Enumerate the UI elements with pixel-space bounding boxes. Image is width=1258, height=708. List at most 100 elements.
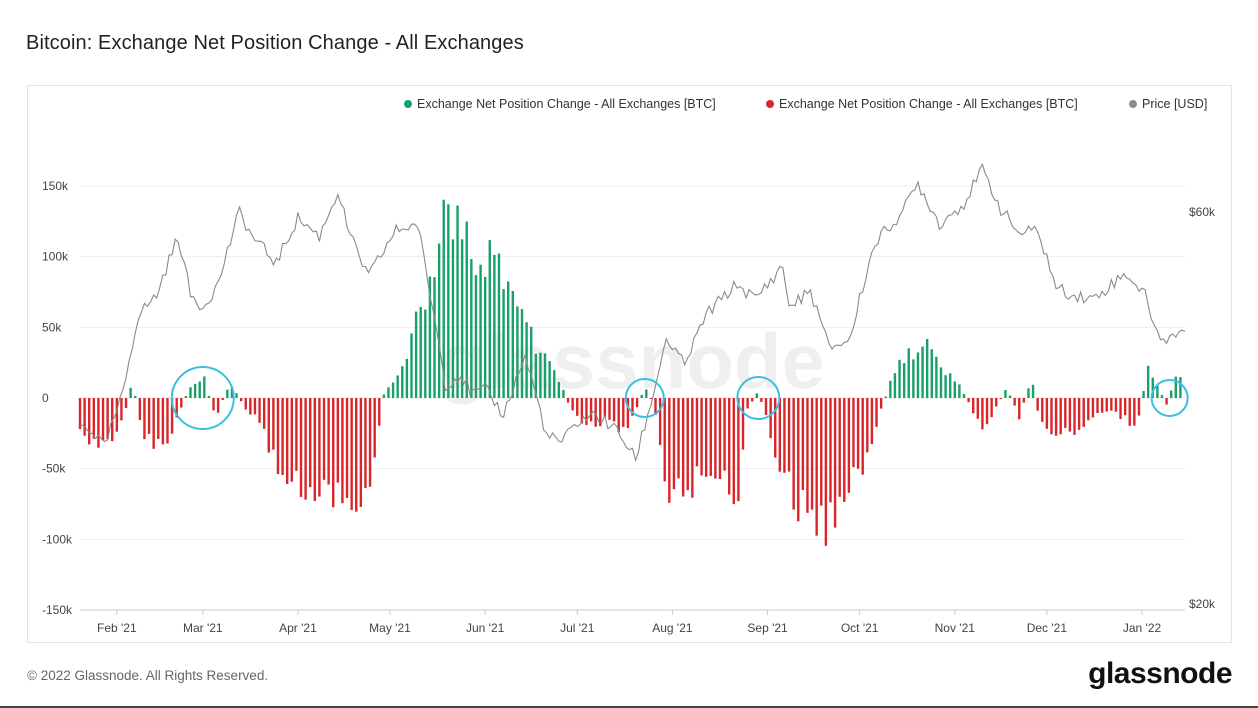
net-position-bar: [553, 370, 556, 398]
net-position-bar: [207, 395, 211, 398]
net-position-bar: [285, 398, 289, 485]
net-position-bar: [884, 396, 887, 398]
x-tick-label: Dec '21: [1027, 621, 1068, 635]
net-position-bar: [599, 398, 602, 427]
net-position-bar: [1151, 377, 1154, 398]
net-position-bar: [1073, 398, 1076, 435]
net-position-bar: [428, 276, 432, 398]
net-position-bar: [92, 398, 96, 439]
net-position-bar: [1022, 398, 1026, 403]
net-position-bar: [368, 398, 372, 487]
legend-label: Exchange Net Position Change - All Excha…: [417, 97, 716, 111]
x-tick-label: Nov '21: [935, 621, 976, 635]
net-position-bar: [258, 398, 261, 423]
net-position-bar: [677, 398, 680, 479]
net-position-bar: [530, 326, 533, 398]
price-line: [79, 163, 1186, 463]
net-position-bar: [723, 398, 726, 471]
net-position-bar: [1008, 395, 1012, 398]
net-position-bar: [433, 277, 436, 398]
net-position-bar: [78, 398, 82, 430]
x-tick-label: Mar '21: [183, 621, 223, 635]
net-position-bar: [562, 389, 565, 398]
net-position-bar: [378, 398, 381, 426]
net-position-bar: [534, 353, 538, 398]
x-tick-label: Jul '21: [560, 621, 595, 635]
x-tick-label: Aug '21: [652, 621, 693, 635]
x-tick-label: May '21: [369, 621, 411, 635]
net-position-bar: [437, 243, 441, 398]
y-tick-label: -100k: [42, 532, 73, 546]
net-position-bar: [166, 398, 169, 444]
net-position-bar: [585, 398, 588, 425]
net-position-bar: [1105, 398, 1108, 412]
legend-marker: [766, 100, 774, 108]
net-position-bar: [985, 398, 989, 425]
net-position-bar: [727, 398, 731, 495]
net-position-bar: [635, 398, 639, 408]
net-position-bar: [962, 394, 966, 398]
net-position-bar: [1133, 398, 1136, 426]
net-position-bar: [295, 398, 298, 471]
net-position-bar: [1123, 398, 1127, 416]
net-position-bar: [663, 398, 666, 482]
net-position-bar: [138, 398, 142, 421]
net-position-bar: [134, 395, 137, 398]
net-position-bar: [465, 221, 468, 398]
net-position-bar: [253, 398, 257, 415]
net-position-bar: [1137, 398, 1141, 416]
net-position-bar: [203, 376, 206, 398]
net-position-bar: [355, 398, 358, 512]
net-position-bar: [976, 398, 980, 419]
net-position-bar: [1110, 398, 1113, 411]
net-position-bar: [815, 398, 818, 536]
net-position-bar: [506, 281, 510, 398]
y-tick-label: 0: [42, 391, 49, 405]
net-position-bar: [879, 398, 883, 409]
net-position-bar: [212, 398, 215, 411]
net-position-bar: [866, 398, 869, 453]
x-tick-label: Jan '22: [1123, 621, 1162, 635]
net-position-bar: [483, 276, 487, 398]
net-position-bar: [543, 353, 547, 398]
copyright-footer: © 2022 Glassnode. All Rights Reserved.: [27, 668, 269, 683]
y-tick-label: 150k: [42, 179, 69, 193]
net-position-bar: [249, 398, 252, 415]
net-position-bar: [276, 398, 280, 475]
net-position-bar: [806, 398, 809, 513]
net-position-bar: [649, 398, 653, 400]
net-position-bar: [152, 398, 155, 449]
net-position-bar: [414, 311, 418, 398]
brand-logo: glassnode: [1088, 657, 1232, 690]
net-position-bar: [981, 398, 984, 430]
net-position-bar: [479, 264, 482, 398]
net-position-bar: [474, 275, 478, 398]
net-position-bar: [925, 338, 929, 398]
net-position-bar: [912, 359, 915, 398]
net-position-bar: [106, 398, 109, 440]
net-position-bar: [714, 398, 717, 479]
net-position-bar: [115, 398, 119, 432]
net-position-bar: [143, 398, 146, 440]
net-position-bar: [511, 290, 514, 398]
y-tick-label: 50k: [42, 320, 62, 334]
net-position-bar: [235, 393, 238, 398]
net-position-bar: [1096, 398, 1099, 414]
net-position-bar: [999, 398, 1003, 400]
y-tick-label: 100k: [42, 250, 69, 264]
net-position-bar: [1059, 398, 1062, 435]
net-position-bar: [327, 398, 330, 485]
net-position-bar: [838, 398, 841, 497]
net-position-bar: [617, 398, 620, 433]
net-position-bar: [612, 398, 616, 422]
net-position-bar: [1179, 377, 1182, 398]
net-position-bar: [1128, 398, 1131, 426]
net-position-bar: [787, 398, 791, 472]
net-position-bar: [216, 398, 220, 413]
net-position-bar: [548, 361, 551, 398]
net-position-bar: [1041, 398, 1044, 422]
net-position-bar: [751, 398, 754, 402]
net-position-bar: [396, 375, 399, 398]
net-position-bar: [580, 398, 584, 424]
